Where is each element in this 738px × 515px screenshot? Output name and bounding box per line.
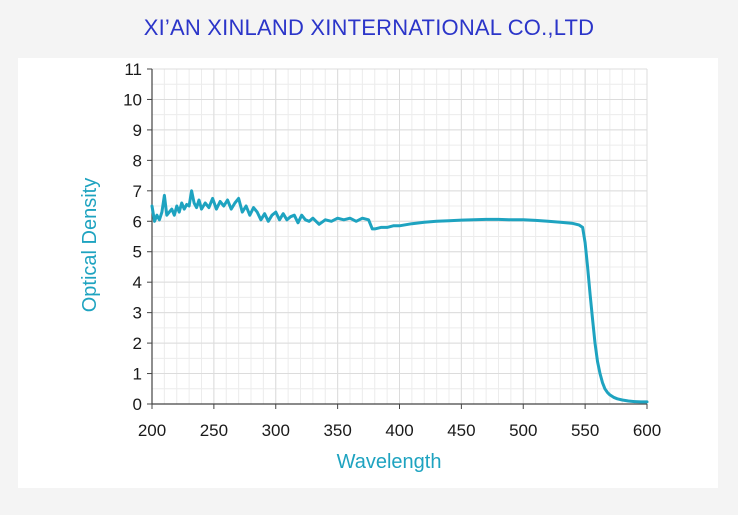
x-tick-label: 250 [200,421,228,440]
y-tick-label: 4 [133,273,142,292]
y-axis-label: Optical Density [79,178,101,313]
y-tick-label: 10 [123,90,142,109]
y-tick-label: 2 [133,334,142,353]
x-tick-label: 550 [571,421,599,440]
axes [147,68,648,409]
series-layer [150,189,649,404]
y-tick-label: 8 [133,151,142,170]
x-tick-label: 200 [138,421,166,440]
x-tick-label: 600 [633,421,661,440]
y-tick-label: 1 [133,365,142,384]
x-tick-label: 400 [385,421,413,440]
x-axis-label: Wavelength [337,451,442,473]
x-tick-labels: 200 250 300 350 400 450 500 550 600 [138,421,661,440]
x-tick-label: 450 [447,421,475,440]
y-tick-label: 3 [133,304,142,323]
y-tick-label: 5 [133,243,142,262]
x-tick-label: 500 [509,421,537,440]
y-tick-label: 6 [133,212,142,231]
page-title: XI’AN XINLAND XINTERNATIONAL CO.,LTD [143,15,595,40]
y-tick-label: 7 [133,182,142,201]
y-tick-labels: 0 1 2 3 4 5 6 7 8 9 10 11 [123,60,142,414]
x-tick-label: 350 [323,421,351,440]
series-line [150,189,649,404]
y-tick-label: 11 [124,60,142,79]
x-tick-label: 300 [262,421,290,440]
y-tick-label: 0 [133,395,142,414]
y-tick-label: 9 [133,121,142,140]
